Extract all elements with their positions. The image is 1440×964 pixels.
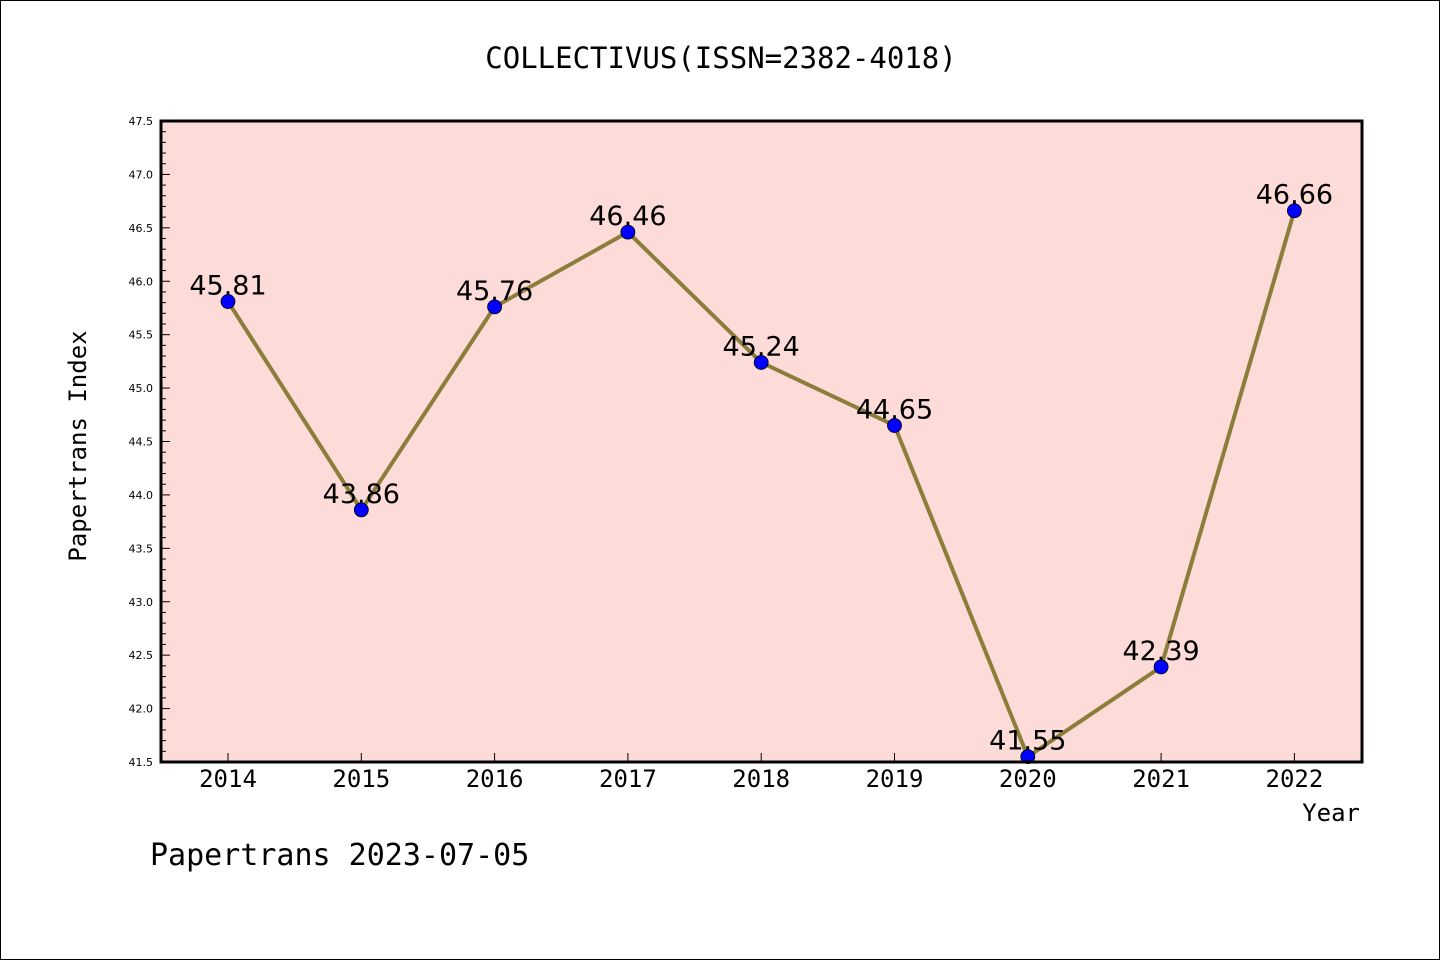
y-tick-label: 45.5 xyxy=(129,329,154,342)
data-label: 45.24 xyxy=(723,331,800,362)
x-tick-label: 2017 xyxy=(599,765,657,793)
x-tick-label: 2020 xyxy=(999,765,1057,793)
data-point xyxy=(1020,749,1036,765)
footer-text: Papertrans 2023-07-05 xyxy=(150,838,529,873)
x-tick-label: 2016 xyxy=(466,765,524,793)
data-label: 44.65 xyxy=(856,394,933,425)
y-tick-label: 41.5 xyxy=(129,756,154,769)
x-tick-label: 2019 xyxy=(866,765,924,793)
data-labels: 45.81 43.86 45.76 46.46 45.24 44.65 41.55 42.39… xyxy=(189,180,1333,757)
data-label: 46.46 xyxy=(589,201,666,232)
data-point xyxy=(620,224,636,240)
y-tick-label: 42.5 xyxy=(129,649,154,662)
x-axis-label: Year xyxy=(1302,799,1360,827)
data-point xyxy=(887,418,902,433)
y-tick-label: 47.5 xyxy=(129,115,154,128)
y-tick-label: 43.5 xyxy=(129,542,154,555)
data-point xyxy=(753,355,769,370)
data-point xyxy=(487,299,503,315)
data-label: 46.66 xyxy=(1256,180,1333,211)
y-tick-label: 46.0 xyxy=(129,275,154,288)
y-tick-label: 45.0 xyxy=(129,382,154,395)
data-label: 43.86 xyxy=(323,479,400,510)
plot-border xyxy=(159,119,1364,764)
data-point xyxy=(220,294,236,309)
y-tick-label: 43.0 xyxy=(129,596,154,609)
x-tick-label: 2014 xyxy=(199,765,257,793)
chart-title: COLLECTIVUS(ISSN=2382-4018) xyxy=(485,41,956,75)
y-tick-label: 47.0 xyxy=(129,168,154,181)
y-axis-label: Papertrans Index xyxy=(64,330,92,561)
x-tick-label: 2018 xyxy=(732,765,790,793)
series-layer xyxy=(220,203,1302,765)
data-point xyxy=(1153,659,1169,675)
y-tick-label: 44.5 xyxy=(129,436,154,449)
data-label: 45.81 xyxy=(189,271,266,302)
y-tick-label: 42.0 xyxy=(129,703,154,716)
y-tick-label: 46.5 xyxy=(129,222,154,235)
data-label: 45.76 xyxy=(456,276,533,307)
x-tick-label: 2015 xyxy=(332,765,390,793)
y-axis: 41.5 42.0 42.5 43.0 43.5 44.0 44.5 45.0 45.5 46.0… xyxy=(129,115,170,769)
data-label: 42.39 xyxy=(1122,636,1199,667)
data-point xyxy=(1287,203,1302,219)
data-point xyxy=(353,502,369,518)
x-axis: 2014 2015 2016 2017 2018 2019 2020 2021 2022 xyxy=(199,753,1323,793)
plot-background xyxy=(161,121,1362,762)
data-label: 41.55 xyxy=(989,726,1066,757)
x-tick-label: 2021 xyxy=(1132,765,1190,793)
y-tick-label: 44.0 xyxy=(129,489,154,502)
x-tick-label: 2022 xyxy=(1266,765,1324,793)
